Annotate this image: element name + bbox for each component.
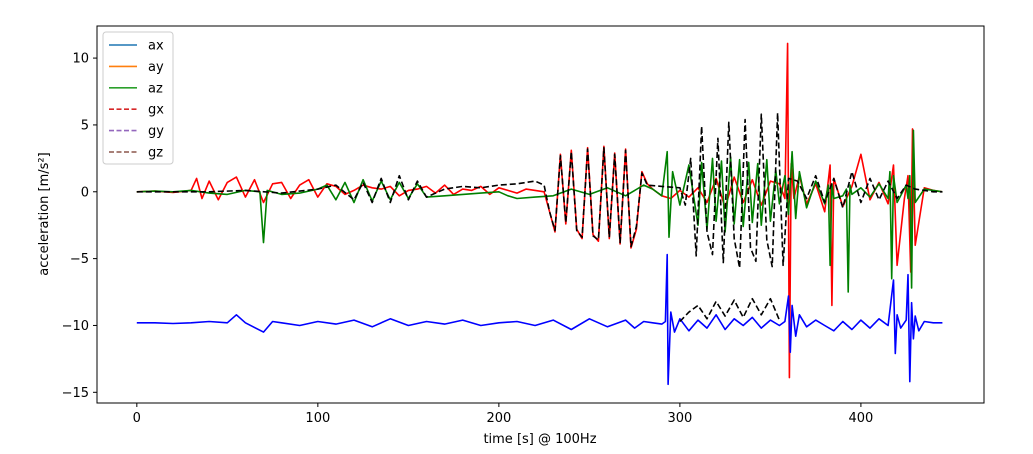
- x-axis-label: time [s] @ 100Hz: [483, 432, 596, 447]
- y-tick-label: 0: [81, 185, 89, 200]
- legend-label-gy: gy: [148, 124, 164, 139]
- x-tick-label: 400: [848, 411, 873, 426]
- legend-label-gz: gz: [148, 146, 163, 161]
- legend-label-gx: gx: [148, 103, 164, 118]
- x-tick-label: 100: [305, 411, 330, 426]
- x-tick-label: 200: [486, 411, 511, 426]
- x-axis-ticks: 0 100 200 300 400: [133, 403, 873, 426]
- legend-label-az: az: [148, 81, 163, 96]
- y-axis-label: acceleration [m/s²]: [37, 152, 52, 275]
- series-line-black-dashed-upper: [136, 112, 943, 269]
- y-tick-label: −15: [62, 386, 89, 401]
- plot-frame: [96, 25, 985, 404]
- x-tick-label: 0: [133, 411, 141, 426]
- y-tick-label: 5: [81, 118, 89, 133]
- legend: ax ay az gx gy gz: [102, 31, 174, 165]
- y-axis-ticks: −15 −10 −5 0 5 10: [62, 52, 97, 401]
- series-line-green: [136, 129, 943, 293]
- y-tick-label: −10: [62, 319, 89, 334]
- x-tick-label: 300: [667, 411, 692, 426]
- series-line-blue: [136, 253, 943, 386]
- series-layer: [136, 42, 943, 386]
- series-line-black-dashed-lower: [679, 297, 781, 323]
- legend-label-ax: ax: [148, 39, 164, 54]
- y-tick-label: 10: [72, 52, 89, 67]
- legend-label-ay: ay: [148, 60, 164, 75]
- y-tick-label: −5: [70, 252, 89, 267]
- plot-area: [97, 26, 984, 403]
